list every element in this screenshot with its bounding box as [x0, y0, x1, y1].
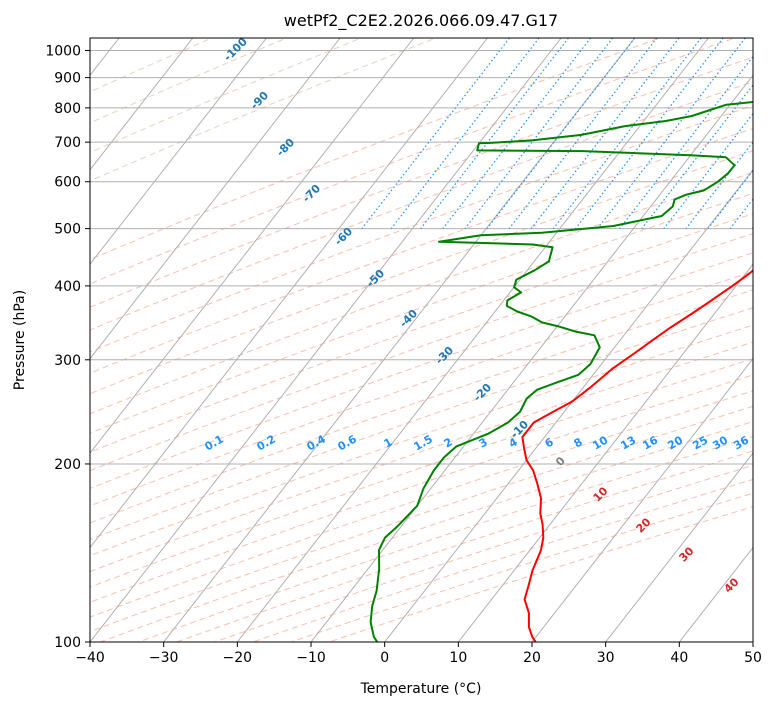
y-tick-label: 800: [54, 101, 81, 117]
mixing-ratio-line: [707, 169, 753, 229]
y-tick-label: 300: [54, 353, 81, 369]
isotherm: [90, 38, 267, 266]
dry-adiabat: [90, 192, 753, 434]
mixing-ratio-line: [597, 38, 746, 229]
y-tick-label: 1000: [45, 44, 81, 60]
mixing-ratio-line: [442, 38, 592, 229]
x-tick-label: −40: [75, 650, 105, 666]
y-tick-label: 700: [54, 135, 81, 151]
chart-title: wetPf2_C2E2.2026.066.09.47.G17: [284, 11, 558, 31]
y-tick-label: 900: [54, 71, 81, 87]
x-tick-label: 10: [449, 650, 467, 666]
mixing-ratio-line: [530, 38, 680, 229]
mixing-ratio-line: [390, 38, 540, 229]
x-tick-label: 50: [744, 650, 762, 666]
mixing-ratio-line: [663, 112, 753, 229]
x-axis-label: Temperature (°C): [360, 681, 482, 697]
x-tick-label: −20: [223, 650, 253, 666]
y-tick-label: 600: [54, 175, 81, 191]
y-tick-label: 100: [54, 635, 81, 651]
mixing-ratio-line: [619, 55, 753, 229]
mixing-ratio-line: [361, 38, 511, 229]
x-tick-label: 40: [670, 650, 688, 666]
temperature-profile: [521, 269, 753, 642]
mixing-ratio-line: [420, 38, 569, 229]
x-tick-label: −30: [149, 650, 179, 666]
isotherm: [457, 263, 753, 642]
y-axis-label: Pressure (hPa): [12, 290, 28, 390]
isotherm: [605, 452, 753, 642]
y-tick-label: 400: [54, 279, 81, 295]
dewpoint-profile: [369, 101, 753, 642]
mixing-ratio-line: [508, 38, 658, 229]
isotherm: [236, 38, 709, 642]
dry-adiabat: [90, 105, 753, 353]
mixing-ratio-line: [486, 38, 636, 229]
isotherm: [531, 357, 753, 642]
y-tick-label: 200: [54, 457, 81, 473]
mixing-ratio-line: [575, 38, 724, 229]
mixing-ratio-line: [641, 84, 753, 229]
dry-adiabat: [90, 374, 753, 603]
dry-adiabat: [90, 289, 753, 524]
x-tick-label: 0: [380, 650, 389, 666]
x-tick-label: 20: [523, 650, 541, 666]
dry-adiabat: [90, 38, 737, 285]
isotherm: [90, 38, 194, 171]
plot-frame: [89, 37, 754, 643]
x-tick-label: 30: [597, 650, 615, 666]
mixing-ratio-line: [464, 38, 614, 229]
dry-adiabat: [90, 252, 753, 489]
dry-adiabat: [90, 233, 753, 472]
isotherm: [90, 38, 562, 642]
dry-adiabat: [90, 324, 753, 557]
isotherm: [90, 38, 341, 360]
x-tick-label: −10: [296, 650, 326, 666]
mixing-ratio-line: [552, 38, 702, 229]
isotherm: [90, 38, 415, 454]
isotherm: [384, 168, 753, 642]
isotherm: [310, 74, 753, 642]
dry-adiabat: [90, 81, 753, 331]
isotherm: [90, 38, 488, 549]
y-tick-label: 500: [54, 222, 81, 238]
mixing-ratio-line: [685, 141, 753, 229]
